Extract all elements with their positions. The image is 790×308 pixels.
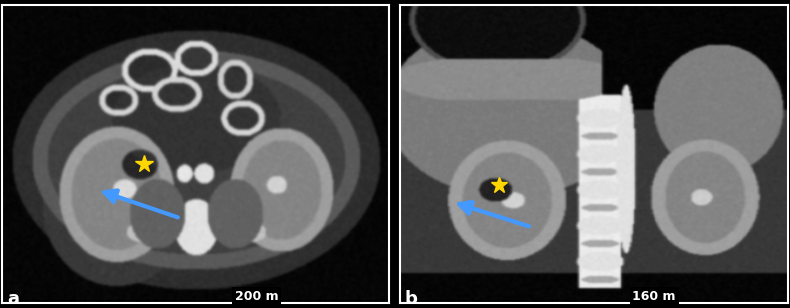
Text: 200 m: 200 m [235,290,278,303]
Text: 160 m: 160 m [633,290,676,303]
Text: b: b [404,290,417,308]
Text: a: a [7,290,19,308]
